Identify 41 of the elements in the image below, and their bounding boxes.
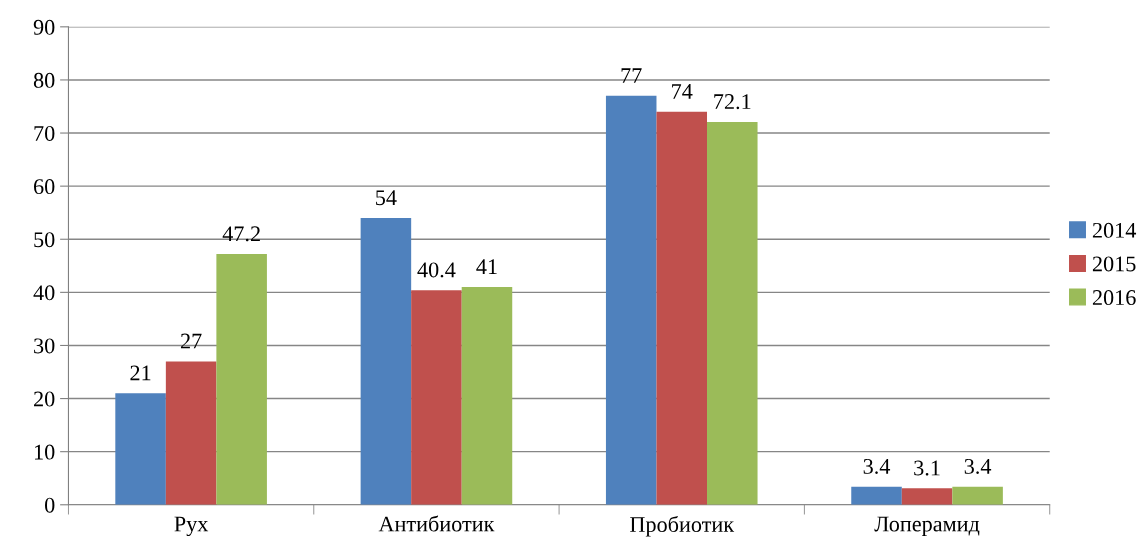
- y-tick-label: 10: [35, 444, 55, 460]
- data-label: 3.4: [863, 458, 891, 474]
- data-label: 47.2: [222, 226, 260, 242]
- y-tick-label: 20: [34, 391, 55, 407]
- x-tick-label: Пробиотик: [630, 515, 735, 537]
- data-label: 21: [130, 365, 151, 381]
- legend-label: 2015: [1092, 256, 1136, 272]
- bar: [605, 95, 657, 505]
- legend-label: 2014: [1092, 222, 1137, 238]
- legend-label: 2016: [1092, 290, 1136, 306]
- y-tick-label: 70: [34, 125, 55, 141]
- bar: [851, 486, 902, 505]
- bar: [411, 290, 462, 505]
- data-label: 3.1: [914, 460, 940, 476]
- y-tick-label: 80: [33, 72, 55, 88]
- y-tick-label: 50: [34, 232, 55, 248]
- x-tick-label: Антибиотик: [378, 515, 495, 532]
- y-tick-label: 40: [33, 285, 55, 301]
- x-tick-label: Рух: [174, 516, 209, 537]
- bar: [360, 218, 412, 505]
- bar: [115, 393, 166, 505]
- y-tick-label: 0: [45, 497, 55, 513]
- data-label: 40.4: [417, 262, 456, 278]
- bar: [707, 121, 758, 505]
- data-label: 72.1: [714, 94, 751, 110]
- data-label: 27: [180, 333, 202, 349]
- data-label: 77: [621, 68, 642, 83]
- bar: [216, 254, 267, 505]
- y-tick-label: 60: [34, 179, 55, 195]
- data-label: 3.4: [964, 458, 992, 474]
- bar: [901, 488, 953, 505]
- data-label: 54: [376, 190, 397, 206]
- y-tick-label: 90: [33, 19, 55, 35]
- bar: [656, 111, 708, 505]
- y-tick-label: 30: [34, 338, 55, 354]
- x-tick-label: Лоперамид: [874, 516, 980, 537]
- bar: [165, 361, 217, 505]
- data-label: 41: [476, 259, 497, 274]
- bar: [952, 486, 1003, 505]
- data-label: 74: [672, 84, 693, 99]
- bar: [461, 287, 513, 505]
